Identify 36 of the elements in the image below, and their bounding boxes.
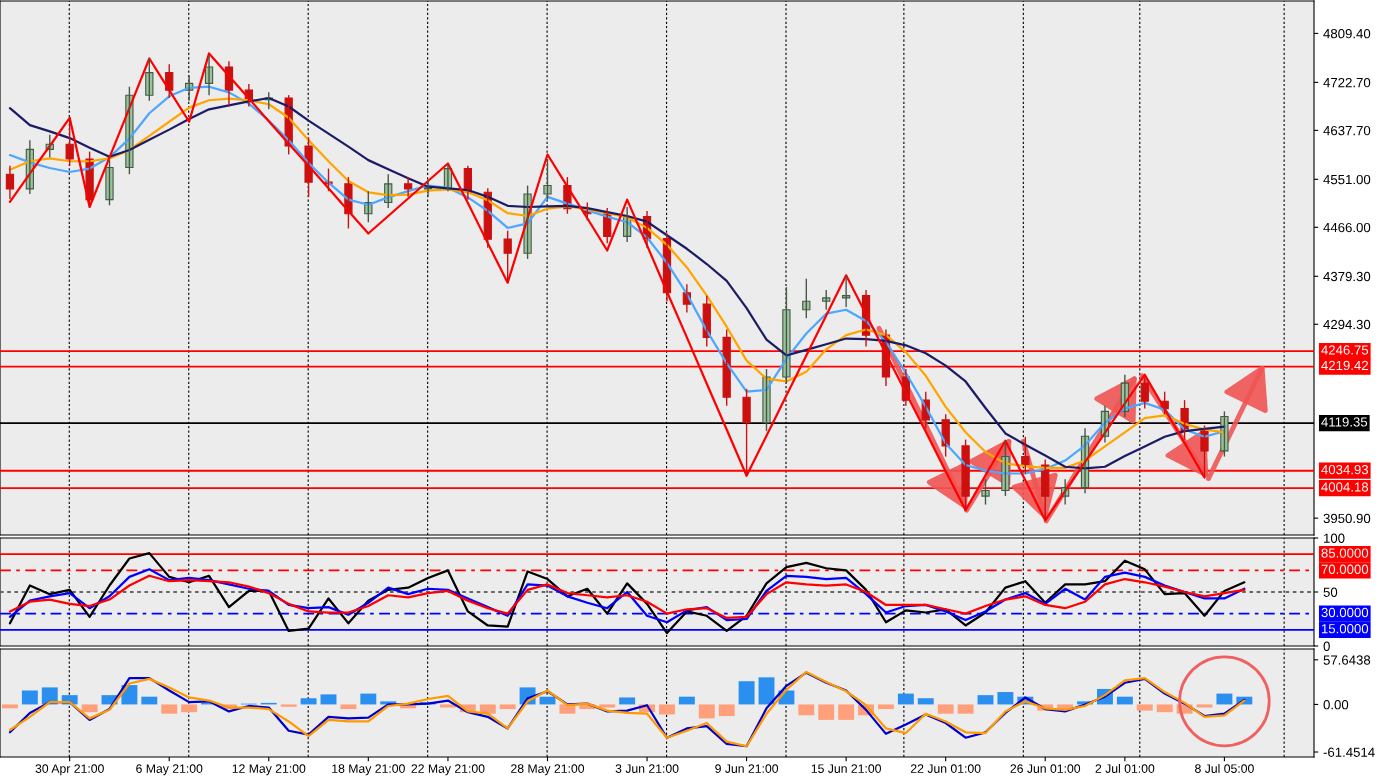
ref-line-label: 70.0000 (1321, 564, 1369, 574)
y-tick-label: 4466.00 (1323, 222, 1371, 233)
x-tick-label: 15 Jun 21:00 (811, 764, 881, 773)
ref-line-label: 4004.18 (1321, 482, 1369, 492)
y-tick-label: 3950.90 (1323, 513, 1371, 524)
y-tick-label: 100 (1324, 533, 1345, 543)
x-tick-label: 9 Jun 21:00 (715, 764, 779, 773)
y-tick-label: 57.6438 (1323, 655, 1371, 665)
x-tick-label: 28 May 21:00 (511, 764, 585, 776)
y-tick-label: -61.4514 (1323, 747, 1375, 757)
x-tick-label: 3 Jun 21:00 (615, 764, 679, 773)
ref-line-label: 4119.35 (1321, 417, 1368, 427)
x-tick-label: 2 Jul 01:00 (1095, 763, 1155, 773)
y-tick-label: 4637.70 (1323, 125, 1371, 136)
y-tick-label: 4551.00 (1323, 174, 1371, 185)
y-tick-label: 4809.40 (1323, 28, 1371, 39)
x-tick-label: 18 May 21:00 (332, 764, 405, 776)
ref-line-label: 15.0000 (1321, 624, 1369, 634)
ref-line-label: 4034.93 (1321, 464, 1369, 475)
x-tick-label: 22 Jun 01:00 (910, 764, 981, 773)
y-tick-label: 0.00 (1323, 700, 1349, 710)
y-tick-label: 4379.30 (1323, 271, 1371, 282)
ref-line-label: 30.0000 (1321, 607, 1369, 618)
y-tick-label: 4294.30 (1323, 319, 1371, 330)
y-tick-label: 50 (1323, 587, 1338, 597)
x-tick-label: 26 Jun 01:00 (1010, 764, 1081, 773)
ref-line-label: 85.0000 (1321, 548, 1369, 558)
ref-line-label: 4219.42 (1321, 360, 1368, 371)
x-tick-label: 12 May 21:00 (232, 764, 306, 776)
y-tick-label: 4722.70 (1323, 77, 1371, 88)
y-tick-label: 0 (1323, 641, 1330, 651)
x-tick-label: 22 May 21:00 (411, 764, 485, 776)
x-tick-label: 8 Jul 05:00 (1195, 763, 1254, 773)
x-tick-label: 6 May 21:00 (136, 764, 203, 776)
ref-line-label: 4246.75 (1321, 345, 1369, 355)
x-tick-label: 30 Apr 21:00 (35, 764, 104, 776)
